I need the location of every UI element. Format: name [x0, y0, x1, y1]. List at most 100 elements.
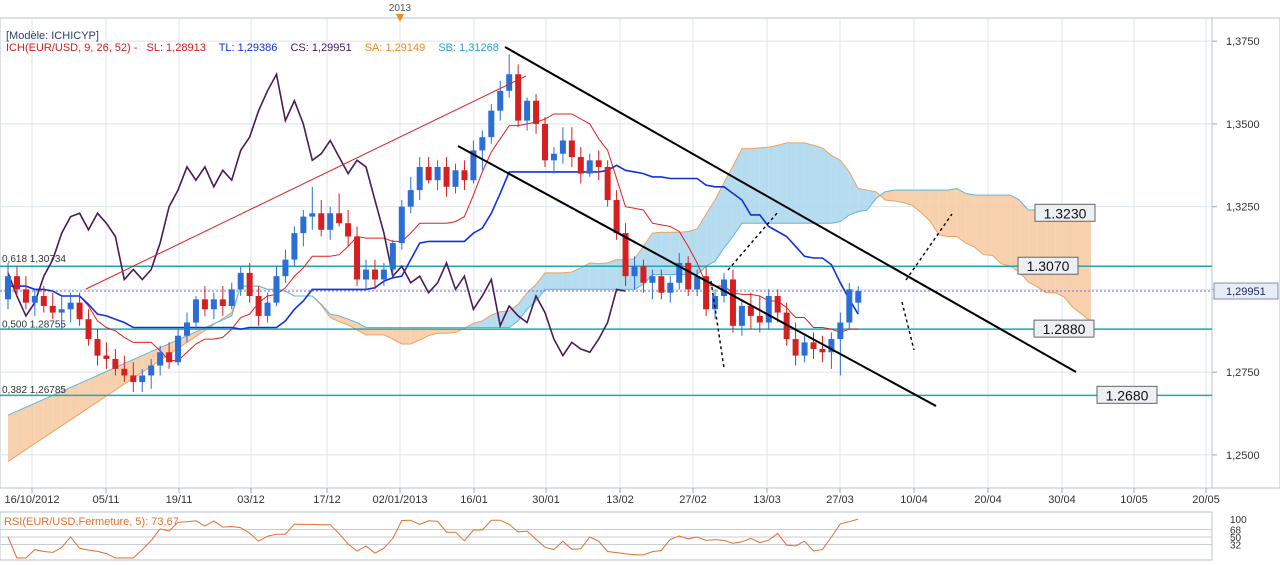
candle-body: [300, 216, 307, 234]
candle-body: [828, 339, 835, 353]
candle-body: [810, 342, 817, 349]
cloud-segment: [706, 200, 716, 267]
cloud-segment: [831, 155, 841, 224]
cloud-segment: [732, 148, 742, 237]
cs-value: CS: 1,29951: [290, 42, 351, 54]
candle-body: [765, 296, 772, 323]
cloud-segment: [777, 142, 787, 224]
trend-lines: [85, 46, 1077, 407]
candle-body: [85, 319, 92, 340]
candle-body: [703, 276, 710, 310]
candle-body: [157, 352, 164, 366]
candle-body: [559, 140, 566, 154]
candle-body: [336, 213, 343, 224]
current-price-label: 1,29951: [1226, 286, 1266, 298]
kijun-sen-line: [8, 164, 859, 330]
x-tick-label: 20/04: [974, 494, 1002, 506]
candle-body: [228, 289, 235, 306]
cloud-segment: [607, 259, 617, 290]
candle-body: [649, 276, 656, 283]
x-tick-label: 27/02: [679, 494, 707, 506]
cloud-segment: [956, 188, 966, 244]
level-label: 1.3070: [1027, 258, 1070, 274]
cloud-segment: [383, 327, 393, 340]
x-tick-label: 10/05: [1120, 494, 1148, 506]
candle-body: [94, 339, 101, 356]
cloud-segment: [482, 315, 492, 328]
candle-body: [58, 309, 65, 313]
candle-body: [219, 299, 226, 306]
candle-body: [273, 276, 280, 303]
cloud-segment: [187, 331, 196, 343]
cloud-segment: [867, 190, 877, 210]
cloud-segment: [536, 272, 545, 301]
candle-body: [112, 358, 119, 369]
cloud-segment: [1037, 209, 1047, 293]
candle-body: [407, 190, 414, 207]
indicator-name: ICH(EUR/USD, 9, 26, 52) -: [6, 42, 138, 54]
fibo-label: 0,500 1,28755: [2, 320, 66, 331]
year-marker-icon: [396, 14, 404, 22]
year-marker-label: 2013: [389, 3, 412, 14]
rsi-axis-label: 50: [1230, 533, 1242, 544]
cloud-segment: [553, 272, 563, 290]
level-label: 1.2680: [1106, 387, 1149, 403]
candle-body: [148, 365, 155, 376]
candle-body: [398, 206, 405, 244]
candle-body: [121, 368, 128, 376]
fibo-label: 0,618 1,30734: [2, 254, 66, 265]
cloud-segment: [97, 371, 107, 402]
candle-body: [67, 302, 74, 310]
channel-upper-line: [504, 46, 1077, 373]
cloud-segment: [750, 147, 760, 224]
cloud-segment: [965, 193, 975, 248]
candle-body: [5, 276, 11, 300]
candle-body: [282, 259, 289, 277]
cloud-segment: [16, 407, 26, 456]
candle-body: [774, 296, 781, 313]
candle-body: [452, 170, 459, 187]
candle-body: [756, 315, 763, 323]
candle-body: [506, 74, 513, 91]
cloud-segment: [88, 375, 98, 408]
cloud-segment: [70, 383, 80, 420]
candle-body: [515, 74, 522, 121]
candle-body: [721, 279, 727, 297]
cloud-segment: [858, 188, 868, 212]
candle-body: [354, 236, 361, 280]
x-tick-label: 13/03: [753, 494, 781, 506]
candle-body: [389, 243, 396, 270]
cloud-segment: [195, 327, 205, 337]
rsi-label: RSI(EUR/USD,Fermeture, 5): 73,67: [4, 516, 179, 528]
level-label-box: [1033, 319, 1095, 338]
candle-body: [13, 276, 20, 290]
candle-body: [676, 262, 683, 283]
cloud-segment: [410, 327, 420, 345]
cloud-segment: [911, 190, 921, 213]
rsi-axis-top: 100: [1230, 515, 1247, 526]
cloud-segment: [822, 147, 832, 224]
candle-body: [640, 266, 647, 283]
projection-dash: [905, 213, 953, 281]
candle-body: [497, 90, 504, 111]
fibo-label: 0,382 1,26785: [2, 385, 66, 396]
candle-body: [380, 269, 387, 280]
candle-body: [568, 140, 575, 158]
cloud-segment: [61, 387, 71, 426]
indicator-legend: ICH(EUR/USD, 9, 26, 52) - SL: 1,28913 TL…: [6, 42, 499, 54]
cloud-segment: [500, 310, 510, 328]
candle-body: [604, 166, 611, 201]
cloud-segment: [330, 314, 340, 322]
cloud-segment: [1055, 209, 1065, 297]
candle-body: [550, 153, 557, 161]
rsi-axis-label: 68: [1230, 525, 1242, 536]
candle-body: [792, 339, 799, 356]
axes: 16/10/2012 05/11 19/11 03/12 17/12 02/01/2013…: [4, 36, 1279, 506]
candle-body: [667, 282, 674, 293]
candle-body: [31, 296, 38, 303]
candle-body: [837, 322, 844, 340]
projection-dash: [901, 301, 915, 351]
cloud-segment: [437, 327, 447, 334]
cloud-segment: [133, 355, 143, 379]
x-tick-label: 19/11: [166, 494, 193, 506]
